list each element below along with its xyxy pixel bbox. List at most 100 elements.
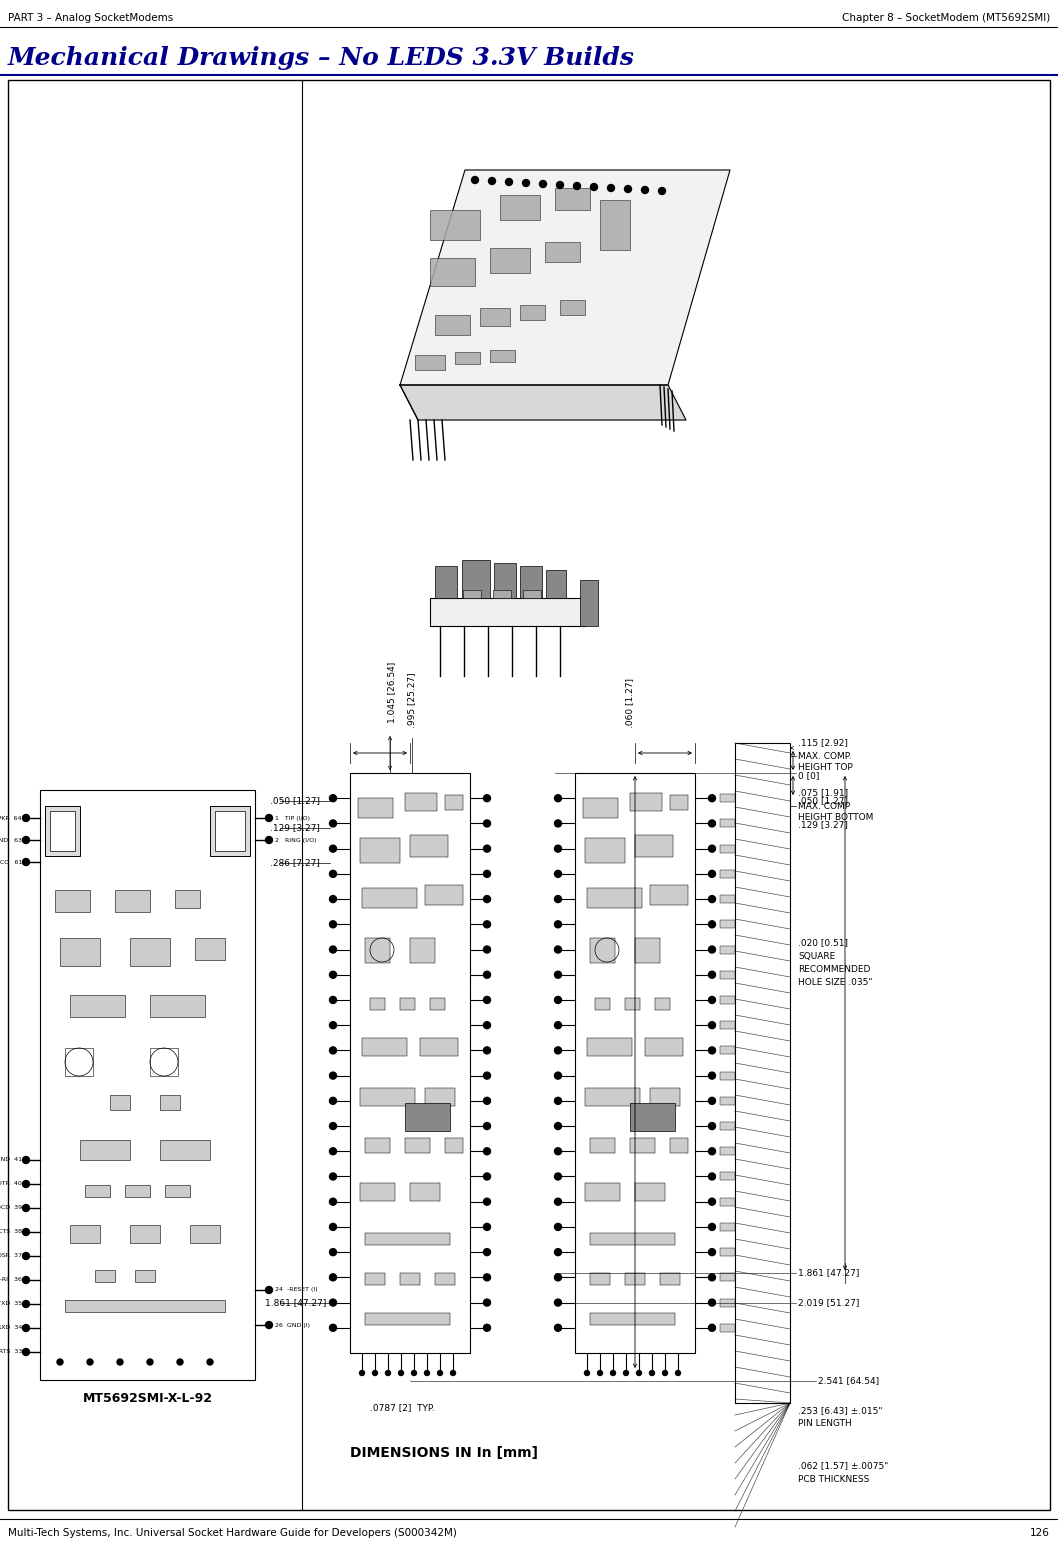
Bar — [635, 835, 673, 857]
Circle shape — [484, 871, 491, 877]
Bar — [430, 598, 585, 626]
Circle shape — [554, 795, 562, 801]
Circle shape — [709, 922, 715, 928]
Text: (I) GND   63: (I) GND 63 — [0, 837, 22, 843]
Bar — [430, 210, 480, 240]
Circle shape — [637, 1370, 641, 1376]
Bar — [360, 1088, 415, 1106]
Circle shape — [117, 1359, 123, 1365]
Bar — [209, 806, 250, 855]
Bar — [411, 938, 435, 963]
Circle shape — [329, 1248, 336, 1256]
Circle shape — [709, 895, 715, 903]
Circle shape — [207, 1359, 213, 1365]
Circle shape — [22, 815, 30, 821]
Circle shape — [484, 1299, 491, 1307]
Circle shape — [607, 185, 615, 191]
Circle shape — [554, 1022, 562, 1029]
Circle shape — [266, 837, 273, 843]
Circle shape — [709, 795, 715, 801]
Circle shape — [484, 1097, 491, 1105]
Bar — [720, 1173, 735, 1180]
Circle shape — [554, 1274, 562, 1281]
Bar — [365, 1273, 385, 1285]
Circle shape — [22, 1205, 30, 1211]
Bar — [670, 795, 688, 811]
Text: .0787 [2]  TYP.: .0787 [2] TYP. — [370, 1404, 435, 1413]
Text: .060 [1.27]: .060 [1.27] — [625, 678, 635, 727]
Bar — [546, 570, 566, 598]
Bar — [720, 1224, 735, 1231]
Circle shape — [554, 997, 562, 1003]
Bar — [435, 566, 457, 598]
Circle shape — [484, 1122, 491, 1130]
Bar — [370, 999, 385, 1009]
Bar — [720, 895, 735, 903]
Bar — [519, 566, 542, 598]
Bar — [720, 995, 735, 1003]
Bar — [445, 1137, 463, 1153]
Bar — [645, 1039, 683, 1056]
Bar — [635, 938, 660, 963]
Bar — [625, 1273, 645, 1285]
Circle shape — [623, 1370, 628, 1376]
Text: (I)-RI   36: (I)-RI 36 — [0, 1277, 22, 1282]
Bar — [40, 791, 255, 1381]
Bar — [445, 795, 463, 811]
Bar — [720, 869, 735, 878]
Bar — [400, 1273, 420, 1285]
Text: .115 [2.92]: .115 [2.92] — [798, 738, 847, 747]
Circle shape — [554, 922, 562, 928]
Circle shape — [709, 1073, 715, 1079]
Text: (I)-DTR  40: (I)-DTR 40 — [0, 1182, 22, 1187]
Bar — [587, 888, 642, 908]
Bar — [720, 794, 735, 803]
Bar — [590, 938, 615, 963]
Circle shape — [484, 895, 491, 903]
Text: DIMENSIONS IN In [mm]: DIMENSIONS IN In [mm] — [350, 1445, 539, 1459]
Circle shape — [540, 180, 547, 188]
Circle shape — [472, 177, 478, 183]
Text: (I) GND  41: (I) GND 41 — [0, 1157, 22, 1162]
Polygon shape — [400, 170, 730, 385]
Circle shape — [709, 997, 715, 1003]
Circle shape — [584, 1370, 589, 1376]
Bar — [720, 1147, 735, 1156]
Circle shape — [329, 1324, 336, 1331]
Circle shape — [484, 997, 491, 1003]
Circle shape — [554, 1248, 562, 1256]
Bar — [400, 999, 415, 1009]
Circle shape — [372, 1370, 378, 1376]
Bar — [360, 838, 400, 863]
Bar — [430, 257, 475, 287]
Circle shape — [329, 922, 336, 928]
Circle shape — [484, 971, 491, 979]
Bar — [590, 1313, 675, 1325]
Text: 2.541 [64.54]: 2.541 [64.54] — [818, 1376, 879, 1385]
Text: PART 3 – Analog SocketModems: PART 3 – Analog SocketModems — [8, 12, 174, 23]
Circle shape — [451, 1370, 456, 1376]
Circle shape — [329, 1073, 336, 1079]
Bar — [65, 1301, 225, 1311]
Circle shape — [484, 922, 491, 928]
Circle shape — [22, 1156, 30, 1163]
Bar — [720, 820, 735, 828]
Bar — [490, 248, 530, 273]
Circle shape — [147, 1359, 153, 1365]
Bar — [650, 885, 688, 905]
Text: HOLE SIZE .035": HOLE SIZE .035" — [798, 977, 873, 986]
Bar — [125, 1185, 150, 1197]
Text: Multi-Tech Systems, Inc. Universal Socket Hardware Guide for Developers (S000342: Multi-Tech Systems, Inc. Universal Socke… — [8, 1529, 457, 1538]
Text: RECOMMENDED: RECOMMENDED — [798, 965, 871, 974]
Circle shape — [554, 1097, 562, 1105]
Circle shape — [22, 1301, 30, 1307]
Circle shape — [658, 188, 665, 194]
Circle shape — [675, 1370, 680, 1376]
Circle shape — [554, 1199, 562, 1205]
Bar — [405, 1103, 450, 1131]
Bar — [720, 1122, 735, 1130]
Circle shape — [554, 1299, 562, 1307]
Bar — [70, 995, 125, 1017]
Bar — [362, 888, 417, 908]
Circle shape — [22, 858, 30, 866]
